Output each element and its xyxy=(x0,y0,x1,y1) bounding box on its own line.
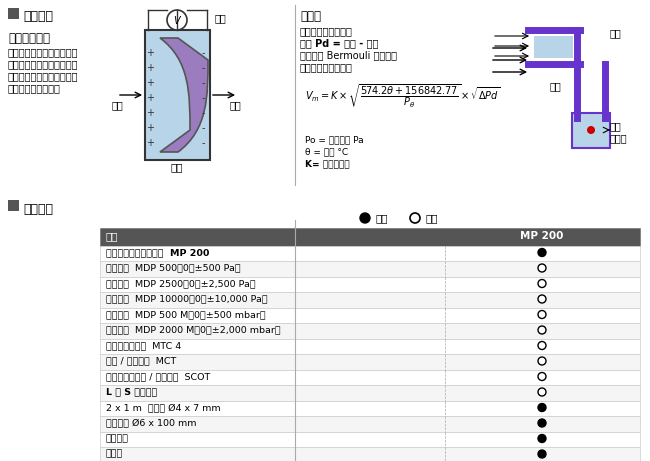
Text: 动压由皮托管测量：: 动压由皮托管测量： xyxy=(300,26,353,36)
Text: 差压模块  MDP 500 M（0～±500 mbar）: 差压模块 MDP 500 M（0～±500 mbar） xyxy=(106,310,266,319)
Text: 压力: 压力 xyxy=(111,100,123,110)
Circle shape xyxy=(538,342,546,349)
Circle shape xyxy=(360,213,370,223)
Text: 不锈钢管 Ø6 x 100 mm: 不锈钢管 Ø6 x 100 mm xyxy=(106,419,196,427)
Bar xyxy=(100,385,640,401)
Text: 器将弯曲并产生微电压或微: 器将弯曲并产生微电压或微 xyxy=(8,71,79,81)
Bar xyxy=(8,8,19,19)
Text: 多功能差压风速测量仪  MP 200: 多功能差压风速测量仪 MP 200 xyxy=(106,248,209,257)
Circle shape xyxy=(538,326,546,334)
Bar xyxy=(100,354,640,370)
Circle shape xyxy=(538,357,546,365)
Text: 说明: 说明 xyxy=(106,231,118,241)
Text: 压力: 压力 xyxy=(610,121,622,131)
Text: +: + xyxy=(146,93,154,103)
Bar xyxy=(100,338,640,354)
Text: 智能型一氧化碳 / 温度探头  SCOT: 智能型一氧化碳 / 温度探头 SCOT xyxy=(106,372,210,381)
Circle shape xyxy=(538,279,546,288)
Bar xyxy=(534,36,573,58)
Text: +: + xyxy=(146,108,154,118)
Text: Po = 大气压力 Pa: Po = 大气压力 Pa xyxy=(305,135,363,144)
Text: +: + xyxy=(146,138,154,148)
Text: -: - xyxy=(202,78,205,88)
Text: 硅层: 硅层 xyxy=(171,162,183,172)
Text: -: - xyxy=(202,108,205,118)
Circle shape xyxy=(538,248,546,256)
Text: +: + xyxy=(146,78,154,88)
Text: 电流与压力成正比．: 电流与压力成正比． xyxy=(8,83,61,93)
Circle shape xyxy=(538,419,546,427)
Text: 真空: 真空 xyxy=(229,100,241,110)
Text: 静压: 静压 xyxy=(550,81,562,91)
Text: 包含: 包含 xyxy=(375,213,387,223)
PathPatch shape xyxy=(160,38,208,152)
Text: 动压 Pd = 全压 - 静压: 动压 Pd = 全压 - 静压 xyxy=(300,38,378,48)
Text: 选购: 选购 xyxy=(425,213,437,223)
Text: 风速则依 Bermouli 公式计算: 风速则依 Bermouli 公式计算 xyxy=(300,50,397,60)
Bar xyxy=(145,30,210,160)
Circle shape xyxy=(538,311,546,319)
Text: 压阻式传感器是在硅基底上: 压阻式传感器是在硅基底上 xyxy=(8,47,79,57)
Text: 电流 / 电压模块  MCT: 电流 / 电压模块 MCT xyxy=(106,356,176,366)
Text: 电压: 电压 xyxy=(215,13,227,23)
Bar xyxy=(100,416,640,431)
Text: 随货提供: 随货提供 xyxy=(23,202,53,215)
Text: 校准证书: 校准证书 xyxy=(106,434,129,443)
Text: +: + xyxy=(146,123,154,133)
Bar xyxy=(100,228,640,246)
Bar xyxy=(100,261,640,277)
Text: K= 皮托管系数: K= 皮托管系数 xyxy=(305,159,350,168)
Text: L 或 S 型皮托管: L 或 S 型皮托管 xyxy=(106,388,157,396)
Text: 含温度修正的公式：: 含温度修正的公式： xyxy=(300,62,353,72)
Bar xyxy=(100,431,640,447)
Circle shape xyxy=(538,435,546,443)
Text: +: + xyxy=(146,63,154,73)
Bar xyxy=(100,246,640,261)
Bar xyxy=(100,307,640,323)
Text: 传感器: 传感器 xyxy=(610,133,628,143)
Text: 皮托管: 皮托管 xyxy=(300,10,321,23)
Text: -: - xyxy=(202,48,205,58)
Text: 全压: 全压 xyxy=(610,28,622,38)
Text: 2 x 1 m  硅软管 Ø4 x 7 mm: 2 x 1 m 硅软管 Ø4 x 7 mm xyxy=(106,403,220,412)
Text: -: - xyxy=(202,63,205,73)
Text: 测量原理: 测量原理 xyxy=(23,11,53,24)
Circle shape xyxy=(538,388,546,396)
Text: V: V xyxy=(174,16,180,26)
Text: 形成薄膜，施与压力时传感: 形成薄膜，施与压力时传感 xyxy=(8,59,79,69)
Text: -: - xyxy=(202,138,205,148)
Text: 差压模块  MDP 500（0～±500 Pa）: 差压模块 MDP 500（0～±500 Pa） xyxy=(106,264,240,272)
Text: 便携箱: 便携箱 xyxy=(106,449,124,459)
Circle shape xyxy=(167,10,187,30)
Text: 差压模块  MDP 10000（0～±10,000 Pa）: 差压模块 MDP 10000（0～±10,000 Pa） xyxy=(106,295,268,303)
Text: +: + xyxy=(146,48,154,58)
Bar xyxy=(100,370,640,385)
Text: MP 200: MP 200 xyxy=(520,231,564,241)
Bar xyxy=(572,113,610,148)
Bar xyxy=(8,200,19,211)
Bar xyxy=(100,277,640,292)
Text: 差压模块  MDP 2000 M（0～±2,000 mbar）: 差压模块 MDP 2000 M（0～±2,000 mbar） xyxy=(106,325,281,335)
Bar xyxy=(100,447,640,461)
Circle shape xyxy=(587,126,595,134)
Circle shape xyxy=(538,372,546,380)
Circle shape xyxy=(538,264,546,272)
Text: $V_{m} = K \times \sqrt{\dfrac{574.2\theta + 156842.77}{P_\theta}} \times \sqrt{: $V_{m} = K \times \sqrt{\dfrac{574.2\the… xyxy=(305,83,500,110)
Circle shape xyxy=(538,403,546,412)
Text: θ = 温度 °C: θ = 温度 °C xyxy=(305,147,348,156)
Circle shape xyxy=(410,213,420,223)
Bar xyxy=(100,323,640,338)
Text: -: - xyxy=(202,123,205,133)
Text: -: - xyxy=(202,93,205,103)
Text: 热电偶温度模块  MTC 4: 热电偶温度模块 MTC 4 xyxy=(106,341,181,350)
Text: 压阻式传感器: 压阻式传感器 xyxy=(8,32,50,45)
Bar xyxy=(100,292,640,307)
Circle shape xyxy=(538,450,546,458)
Bar xyxy=(100,401,640,416)
Circle shape xyxy=(538,295,546,303)
Text: 差压模块  MDP 2500（0～±2,500 Pa）: 差压模块 MDP 2500（0～±2,500 Pa） xyxy=(106,279,255,288)
